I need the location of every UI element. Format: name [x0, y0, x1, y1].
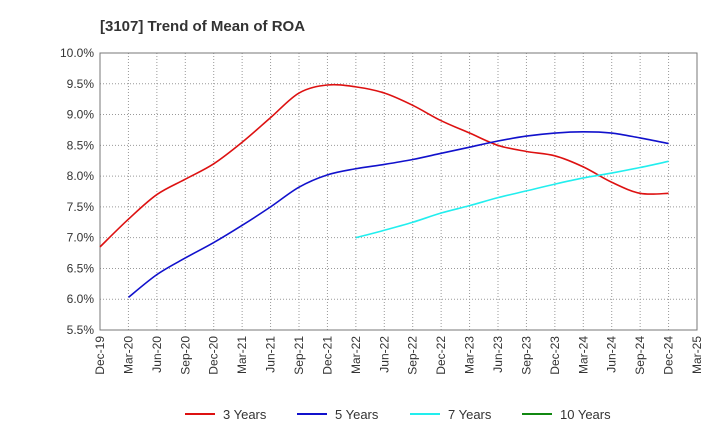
plot-frame	[99, 52, 698, 331]
series-line-5-years	[127, 130, 669, 299]
series-line-3-years	[99, 83, 669, 248]
legend-label-3-years: 3 Years	[223, 407, 267, 422]
y-tick-label: 7.5%	[67, 200, 95, 214]
x-tick-label: Mar-22	[349, 336, 363, 374]
x-axis: Dec-19 Mar-20 Jun-20 Sep-20 Dec-20 Mar-21 Jun-…	[93, 336, 704, 375]
legend-label-7-years: 7 Years	[448, 407, 492, 422]
y-tick-label: 9.5%	[67, 77, 95, 91]
x-tick-label: Jun-22	[377, 336, 391, 373]
x-tick-label: Sep-21	[292, 336, 306, 375]
x-tick-label: Dec-21	[320, 336, 334, 375]
y-tick-label: 9.0%	[67, 108, 95, 122]
grid	[99, 52, 698, 331]
legend: 3 Years 5 Years 7 Years 10 Years	[185, 407, 611, 422]
y-tick-label: 6.0%	[67, 292, 95, 306]
y-tick-label: 5.5%	[67, 323, 95, 337]
x-tick-label: Sep-20	[178, 336, 192, 375]
y-axis: 5.5% 6.0% 6.5% 7.0% 7.5% 8.0% 8.5% 9.0% 9.5% 10.0…	[60, 46, 94, 337]
x-tick-label: Jun-20	[150, 336, 164, 373]
x-tick-label: Mar-20	[121, 336, 135, 374]
x-tick-label: Jun-24	[605, 336, 619, 373]
x-tick-label: Dec-24	[662, 336, 676, 375]
x-tick-label: Mar-21	[235, 336, 249, 374]
x-tick-label: Jun-23	[491, 336, 505, 373]
series-lines	[99, 83, 669, 299]
y-tick-label: 7.0%	[67, 231, 95, 245]
x-tick-label: Dec-22	[434, 336, 448, 375]
x-tick-label: Dec-23	[548, 336, 562, 375]
x-tick-label: Mar-23	[463, 336, 477, 374]
x-tick-label: Sep-22	[406, 336, 420, 375]
x-tick-label: Jun-21	[264, 336, 278, 373]
plot-border	[99, 52, 698, 331]
y-tick-label: 8.5%	[67, 138, 95, 152]
y-tick-label: 10.0%	[60, 46, 94, 60]
chart-title: [3107] Trend of Mean of ROA	[100, 18, 305, 35]
x-tick-label: Sep-23	[519, 336, 533, 375]
x-tick-label: Mar-24	[576, 336, 590, 374]
legend-label-10-years: 10 Years	[560, 407, 611, 422]
x-tick-label: Dec-20	[207, 336, 221, 375]
y-tick-label: 6.5%	[67, 261, 95, 275]
legend-label-5-years: 5 Years	[335, 407, 379, 422]
y-tick-label: 8.0%	[67, 169, 95, 183]
series-line-7-years	[355, 160, 669, 239]
x-tick-label: Dec-19	[93, 336, 107, 375]
x-tick-label: Mar-25	[690, 336, 704, 374]
x-tick-label: Sep-24	[633, 336, 647, 375]
